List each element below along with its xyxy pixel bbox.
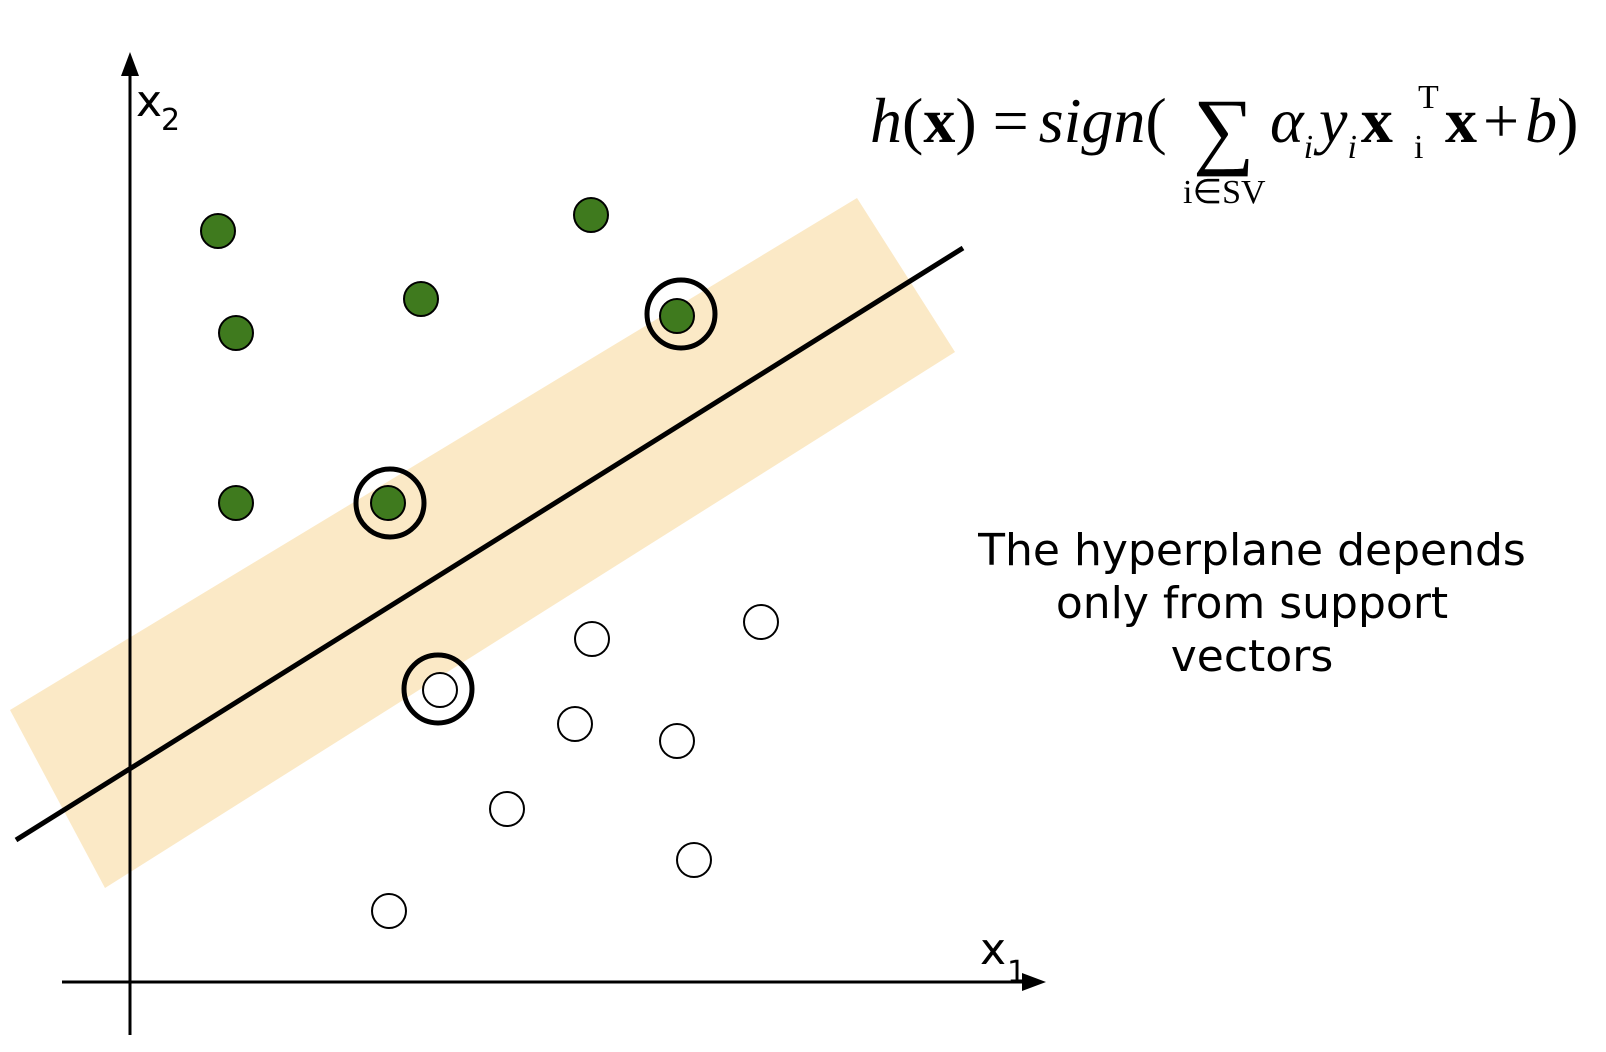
formula-sum: ∑ [1193,81,1254,177]
x-axis-arrow [1022,973,1046,991]
negative-point [659,723,695,759]
support-vector-ring [353,466,427,540]
formula-h: h [870,85,902,156]
positive-point [403,281,439,317]
y-axis-label: x [136,76,162,127]
formula-sign: sign [1039,85,1146,156]
negative-point [371,893,407,929]
formula-open-paren: ( [902,85,923,156]
caption-line-1: The hyperplane depends [977,525,1526,576]
formula-x2: x [1361,85,1393,156]
positive-points [200,197,695,521]
negative-point [557,706,593,742]
caption-line-3: vectors [1171,631,1334,682]
negative-points [371,604,779,929]
positive-point [218,485,254,521]
formula-sum-index: i∈SV [1183,174,1266,211]
formula-close-eq: ) = [955,85,1028,156]
support-vector-rings [353,277,718,726]
formula-y: y [1313,85,1348,156]
x-axis-label: x [980,924,1006,975]
formula-alpha: α [1270,85,1305,156]
support-vector-ring [644,277,718,351]
svg-text:x+b): x+b) [1445,85,1578,156]
formula-i2: i [1347,129,1356,166]
formula-i3: i [1414,129,1423,166]
negative-point [574,621,610,657]
negative-point [489,791,525,827]
formula-close: ) [1557,85,1578,156]
formula-x: x [923,85,955,156]
y-axis-arrow [121,52,139,76]
formula-b: b [1525,85,1557,156]
negative-point [676,842,712,878]
formula-T: T [1418,79,1439,116]
y-axis-subscript: 2 [161,103,180,138]
positive-point [218,315,254,351]
caption-line-2: only from support [1056,578,1448,629]
negative-point [743,604,779,640]
formula-x3: x [1445,85,1477,156]
svg-text:αiyix: αiyix [1270,85,1393,166]
formula-paren2: ( [1145,85,1166,156]
support-vector-ring [401,652,475,726]
svg-text:h(x) =sign(: h(x) = sign( [870,85,1167,156]
positive-point [370,485,406,521]
x-axis-subscript: 1 [1007,955,1026,990]
positive-point [659,298,695,334]
margin-band [10,198,955,888]
negative-point [422,672,458,708]
decision-function-formula: h(x) = sign( ∑ αiyix T i x+b) i∈SV [870,79,1578,211]
formula-plus: + [1483,85,1519,156]
positive-point [573,197,609,233]
hyperplane-line [14,245,965,843]
formula-i1: i [1304,129,1313,166]
positive-point [200,213,236,249]
caption: The hyperplane depends only from support… [977,525,1526,682]
